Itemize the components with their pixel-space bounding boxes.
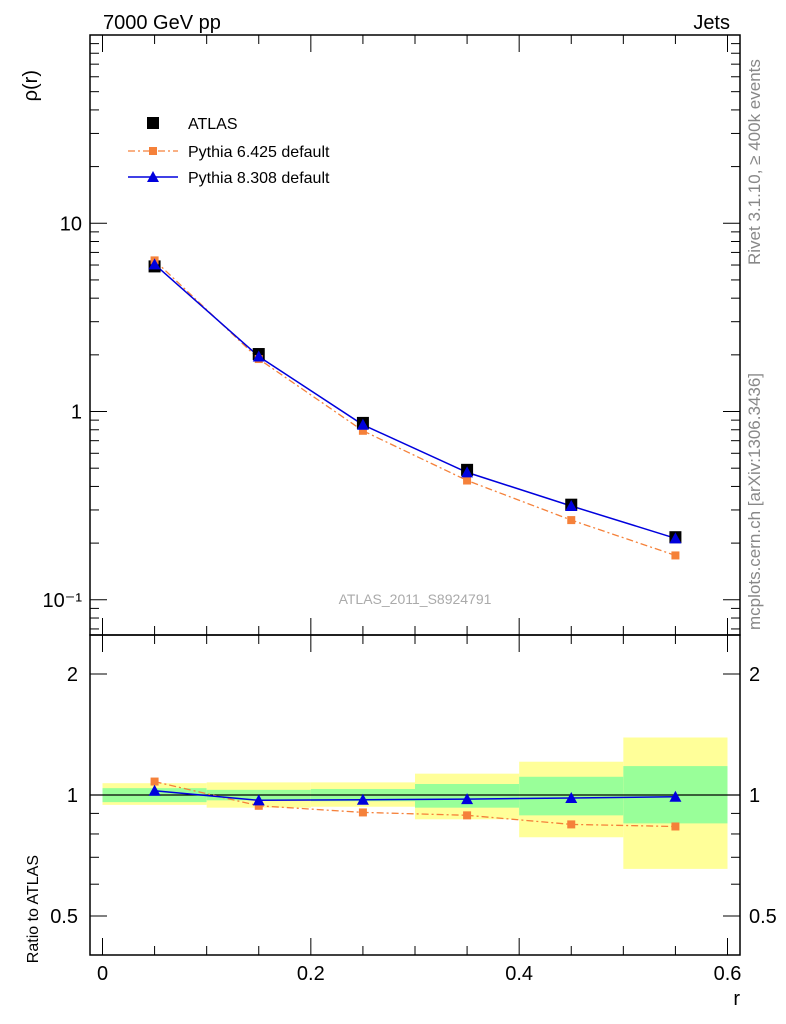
ratio-point-pythia6 — [463, 811, 472, 820]
main-y-tick-label: 1 — [71, 402, 82, 424]
x-tick-label: 0.4 — [505, 963, 533, 985]
legend: ATLAS Pythia 6.425 default Pythia 8.308 … — [128, 116, 330, 187]
ratio-series — [148, 777, 682, 831]
ratio-point-pythia8 — [252, 794, 265, 806]
pythia6-data-point — [358, 426, 367, 435]
rivet-label: Rivet 3.1.10, ≥ 400k events — [745, 59, 764, 265]
main-panel: 10⁻¹ 1 10 ρ(r) ATLAS_2011_S8924791 ATLAS P… — [20, 34, 741, 636]
ratio-point-pythia6 — [671, 822, 680, 831]
ratio-point-pythia6 — [150, 777, 159, 786]
main-y-tick-labels: 10⁻¹ 1 10 — [43, 213, 83, 612]
ratio-line-pythia6 — [154, 780, 676, 828]
pythia8-data-point — [565, 499, 578, 511]
legend-label-atlas: ATLAS — [188, 116, 238, 133]
main-series — [148, 256, 682, 560]
pythia8-data-point — [356, 418, 369, 430]
series-line-pythia8 — [154, 263, 676, 540]
main-y-tick-label: 10 — [60, 213, 82, 235]
mcplots-label: mcplots.cern.ch [arXiv:1306.3436] — [745, 373, 764, 630]
x-tick-label: 0.2 — [297, 963, 325, 985]
x-axis-label: r — [733, 988, 740, 1010]
ratio-point-pythia8 — [669, 790, 682, 802]
series-line-pythia6 — [154, 259, 676, 557]
ratio-line-pythia8 — [154, 789, 676, 802]
ratio-point-pythia8 — [565, 791, 578, 803]
main-y-tick-label: 10⁻¹ — [43, 590, 83, 612]
ratio-point-pythia8 — [148, 784, 161, 796]
ratio-y-tick-label-right: 0.5 — [749, 906, 777, 928]
pythia8-data-point — [148, 258, 161, 270]
pythia6-data-point — [567, 516, 576, 525]
legend-item-pythia8: Pythia 8.308 default — [128, 170, 330, 187]
ratio-point-pythia6 — [358, 808, 367, 817]
pythia8-data-point — [461, 466, 474, 478]
ratio-point-pythia8 — [461, 793, 474, 805]
pythia6-data-point — [671, 551, 680, 560]
pythia6-data-point — [463, 476, 472, 485]
ratio-frame — [89, 634, 741, 956]
legend-item-atlas: ATLAS — [147, 116, 238, 133]
ratio-point-pythia6 — [567, 820, 576, 829]
x-tick-label: 0.6 — [714, 963, 742, 985]
legend-label-pythia6: Pythia 6.425 default — [188, 144, 330, 161]
legend-marker-pythia6 — [149, 147, 157, 155]
ratio-y-axis-label: Ratio to ATLAS — [25, 855, 42, 963]
ratio-y-tick-label-right: 1 — [749, 785, 760, 807]
header-right-title: Jets — [693, 12, 730, 34]
legend-label-pythia8: Pythia 8.308 default — [188, 170, 330, 187]
legend-item-pythia6: Pythia 6.425 default — [128, 144, 330, 161]
pythia8-data-point — [252, 350, 265, 362]
watermark: ATLAS_2011_S8924791 — [339, 591, 492, 607]
legend-marker-atlas — [147, 117, 159, 129]
ratio-bands — [102, 737, 728, 869]
ratio-y-tick-label-left: 1 — [67, 785, 78, 807]
ratio-y-tick-label-right: 2 — [749, 664, 760, 686]
ratio-point-pythia8 — [356, 793, 369, 805]
ratio-y-tick-labels: 0.5 0.5 1 1 2 2 — [50, 664, 777, 928]
main-y-axis-label: ρ(r) — [20, 70, 42, 101]
legend-marker-pythia8 — [147, 171, 159, 182]
ratio-point-pythia6 — [254, 801, 263, 810]
ratio-y-tick-label-left: 2 — [67, 664, 78, 686]
pythia8-data-point — [669, 532, 682, 544]
x-tick-labels: 0 0.2 0.4 0.6 — [97, 963, 741, 985]
header-left-title: 7000 GeV pp — [103, 12, 221, 34]
ratio-panel: 0.5 0.5 1 1 2 2 0 0.2 0.4 0.6 Ratio to ATLAS r — [25, 634, 777, 1010]
x-tick-label: 0 — [97, 963, 108, 985]
ratio-y-tick-label-left: 0.5 — [50, 906, 78, 928]
